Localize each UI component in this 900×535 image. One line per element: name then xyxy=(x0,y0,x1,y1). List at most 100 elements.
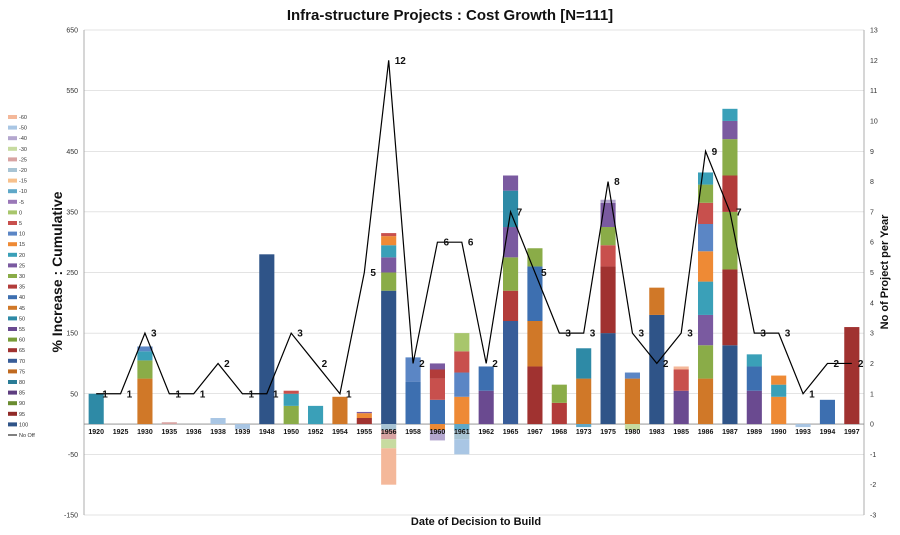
bar-segment xyxy=(210,418,226,425)
category-label: 1920 xyxy=(88,429,104,436)
bar-segment xyxy=(771,384,787,397)
category-label: 1938 xyxy=(210,429,226,436)
y2-tick-label: 2 xyxy=(870,361,874,368)
category-label: 1962 xyxy=(478,429,494,436)
y-tick-label: 550 xyxy=(66,88,78,95)
bar-segment xyxy=(137,378,153,425)
count-label: 2 xyxy=(419,359,425,370)
bar-segment xyxy=(698,345,714,379)
bar-segment xyxy=(698,172,714,185)
bar-segment xyxy=(551,402,567,425)
category-label: 1973 xyxy=(576,429,592,436)
bar-segment xyxy=(527,266,543,321)
legend-label: -60 xyxy=(19,115,27,121)
bar-segment xyxy=(454,333,470,352)
bar-segment xyxy=(381,430,397,440)
bar-segment xyxy=(88,393,104,425)
bar-segment xyxy=(332,396,348,425)
count-line xyxy=(96,60,852,396)
y-tick-label: 50 xyxy=(70,391,78,398)
y-tick-label: 150 xyxy=(66,331,78,338)
y2-tick-label: -1 xyxy=(870,452,876,459)
category-label: 1968 xyxy=(552,429,568,436)
legend-label: -15 xyxy=(19,179,27,185)
bar-segment xyxy=(429,369,445,379)
bar-segment xyxy=(283,390,299,394)
bar-segment xyxy=(722,345,738,425)
bar-segment xyxy=(454,439,470,455)
bar-segment xyxy=(381,424,397,431)
legend-label: 35 xyxy=(19,285,25,291)
category-label: 1980 xyxy=(625,429,641,436)
bar-segment xyxy=(722,269,738,346)
legend-swatch xyxy=(8,348,17,353)
axes: -150-5050150250350450550650-3-2-10123456… xyxy=(64,28,878,520)
count-label: 2 xyxy=(322,359,328,370)
bar-segment xyxy=(429,378,445,400)
category-label: 1989 xyxy=(747,429,763,436)
bar-segment xyxy=(503,175,519,191)
legend-swatch xyxy=(8,316,17,321)
category-label: 1936 xyxy=(186,429,202,436)
legend-swatch xyxy=(8,284,17,289)
count-label: 5 xyxy=(370,268,376,279)
category-label: 1965 xyxy=(503,429,519,436)
bar-segment xyxy=(746,366,762,391)
bar-segment xyxy=(137,346,153,352)
count-label: 1 xyxy=(346,389,352,400)
count-label: 9 xyxy=(712,147,718,158)
count-label: 7 xyxy=(517,207,523,218)
count-label: 1 xyxy=(809,389,815,400)
legend-label: 90 xyxy=(19,401,25,407)
legend-label: 20 xyxy=(19,253,25,259)
bar-segment xyxy=(454,396,470,425)
count-label: 12 xyxy=(395,56,407,67)
bar-segment xyxy=(746,390,762,425)
y-tick-label: -150 xyxy=(64,513,78,520)
legend-label: -25 xyxy=(19,157,27,163)
y2-tick-label: 1 xyxy=(870,391,874,398)
count-label: 6 xyxy=(468,238,474,249)
bar-segment xyxy=(698,378,714,425)
category-label: 1958 xyxy=(405,429,421,436)
legend-swatch xyxy=(8,189,17,194)
legend-label: No Off xyxy=(19,433,35,439)
bar-segment xyxy=(673,366,689,370)
legend-label: 30 xyxy=(19,274,25,280)
bar-segment xyxy=(576,424,592,428)
legend-swatch xyxy=(8,221,17,225)
bar-segment xyxy=(722,120,738,140)
y2-tick-label: 13 xyxy=(870,28,878,35)
bar-segment xyxy=(381,245,397,258)
bar-segment xyxy=(503,257,519,291)
bar-segment xyxy=(137,351,153,361)
y2-tick-label: 12 xyxy=(870,58,878,65)
legend-label: 85 xyxy=(19,391,25,397)
y2-tick-label: 4 xyxy=(870,300,874,307)
bar-segment xyxy=(405,381,421,425)
y2-tick-label: 7 xyxy=(870,209,874,216)
bar-segment xyxy=(381,448,397,485)
bar-segment xyxy=(600,202,616,228)
count-label: 3 xyxy=(785,329,791,340)
legend-swatch xyxy=(8,263,17,268)
bar-segment xyxy=(356,411,372,414)
y-tick-label: 250 xyxy=(66,270,78,277)
category-label: 1955 xyxy=(357,429,373,436)
bar-segment xyxy=(429,363,445,370)
bar-segment xyxy=(356,413,372,418)
bar-segment xyxy=(381,439,397,449)
count-label: 3 xyxy=(590,329,596,340)
bar-segment xyxy=(698,184,714,203)
bar-segment xyxy=(624,372,640,379)
bar-segment xyxy=(600,245,616,267)
legend-swatch xyxy=(8,274,17,278)
legend-swatch xyxy=(8,125,17,130)
legend-label: 15 xyxy=(19,242,25,248)
legend-swatch xyxy=(8,401,17,406)
legend-swatch xyxy=(8,390,17,395)
count-label: 3 xyxy=(565,329,571,340)
legend-label: 60 xyxy=(19,338,25,344)
count-label: 5 xyxy=(541,268,547,279)
